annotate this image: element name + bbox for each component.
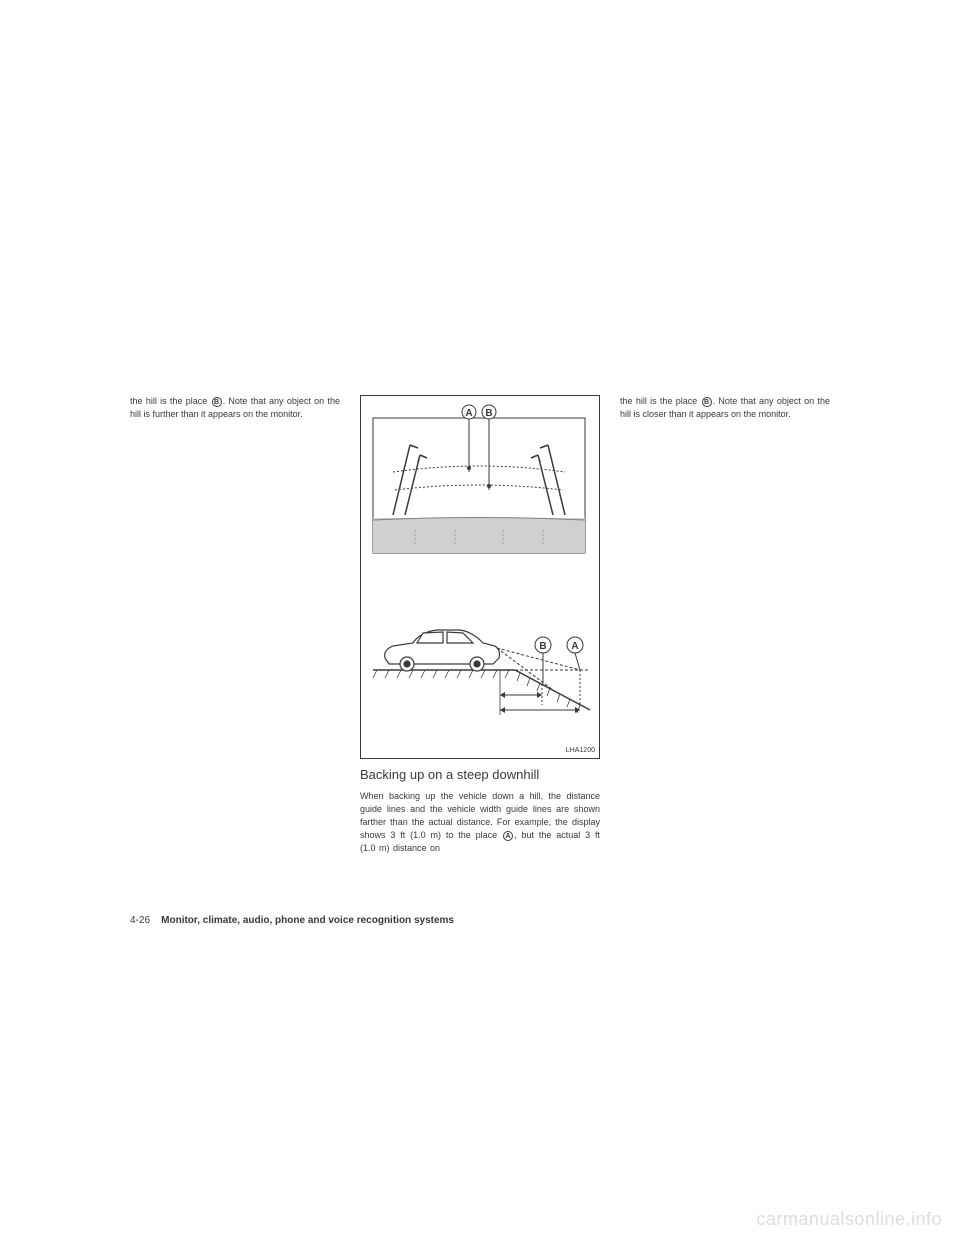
page-content: the hill is the place B. Note that any o… (130, 395, 830, 855)
page-footer: 4-26 Monitor, climate, audio, phone and … (130, 915, 454, 926)
circled-a-icon: A (503, 831, 513, 841)
svg-text:B: B (485, 408, 492, 419)
svg-text:B: B (539, 641, 546, 652)
right-text-1: the hill is the place (620, 396, 701, 406)
section-heading: Backing up on a steep downhill (360, 767, 600, 782)
page-number: 4-26 (130, 915, 150, 926)
right-column: the hill is the place B. Note that any o… (620, 395, 830, 855)
svg-text:A: A (571, 641, 578, 652)
left-paragraph: the hill is the place B. Note that any o… (130, 395, 340, 421)
diagram-id-label: LHA1200 (365, 747, 595, 754)
circled-b-icon: B (212, 397, 222, 407)
right-paragraph: the hill is the place B. Note that any o… (620, 395, 830, 421)
left-text-1: the hill is the place (130, 396, 211, 406)
svg-text:A: A (465, 408, 472, 419)
watermark-text: carmanualsonline.info (756, 1209, 942, 1230)
section-title: Monitor, climate, audio, phone and voice… (161, 915, 454, 926)
circled-b-icon-2: B (702, 397, 712, 407)
diagram-container: A B (360, 395, 600, 759)
middle-column: A B (360, 395, 600, 855)
backing-diagram-icon: A B (365, 400, 593, 740)
left-column: the hill is the place B. Note that any o… (130, 395, 340, 855)
mid-paragraph: When backing up the vehicle down a hill,… (360, 790, 600, 855)
